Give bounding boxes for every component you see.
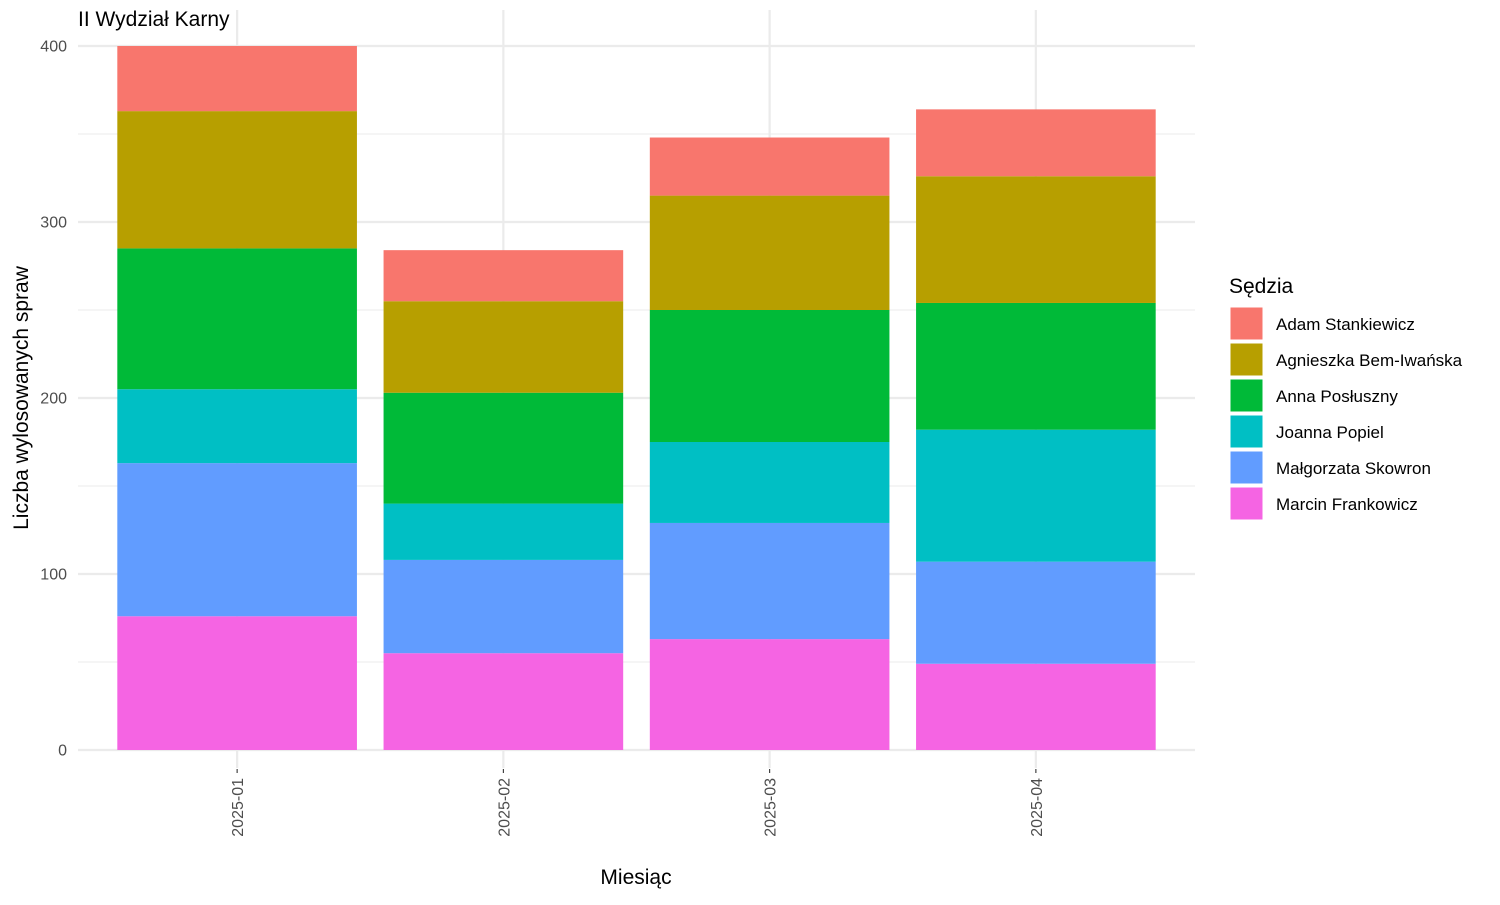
y-tick-label: 200 <box>40 391 67 408</box>
bar-segment <box>117 46 357 112</box>
legend-key <box>1229 414 1264 449</box>
legend-label: Joanna Popiel <box>1276 423 1384 442</box>
x-tick-label: 2025-03 <box>763 778 780 837</box>
y-tick-label: 100 <box>40 567 67 584</box>
bar-segment <box>649 310 890 442</box>
bars-layer <box>117 46 1156 750</box>
bar-segment <box>916 302 1156 430</box>
legend-key <box>1229 450 1264 485</box>
y-tick-label: 400 <box>40 39 67 56</box>
bar-segment <box>117 463 357 617</box>
legend-item: Joanna Popiel <box>1229 414 1384 449</box>
bar-segment <box>916 176 1156 303</box>
legend-item: Anna Posłuszny <box>1229 378 1398 413</box>
legend-item: Małgorzata Skowron <box>1229 450 1431 485</box>
y-axis-title: Liczba wylosowanych spraw <box>10 265 33 530</box>
bar-segment <box>649 195 890 310</box>
bar-segment <box>117 111 357 249</box>
bar-segment <box>916 663 1156 750</box>
x-tick-label: 2025-02 <box>496 778 513 837</box>
y-tick-label: 0 <box>58 743 67 760</box>
bar-segment <box>649 639 890 750</box>
y-tick-label: 300 <box>40 215 67 232</box>
legend-label: Anna Posłuszny <box>1276 387 1398 406</box>
bar-segment <box>117 389 357 464</box>
chart-title: II Wydział Karny <box>78 8 230 31</box>
bar-segment <box>383 559 624 654</box>
bar-segment <box>649 137 890 196</box>
legend-key <box>1229 486 1264 521</box>
legend: Sędzia Adam Stankiewicz Agnieszka Bem-Iwa… <box>1229 275 1463 521</box>
x-tick-label: 2025-01 <box>230 778 247 837</box>
legend-label: Małgorzata Skowron <box>1276 459 1431 478</box>
bar-segment <box>916 561 1156 664</box>
bar-segment <box>383 250 624 302</box>
legend-item: Marcin Frankowicz <box>1229 486 1418 521</box>
legend-item: Adam Stankiewicz <box>1229 306 1415 341</box>
legend-key <box>1229 306 1264 341</box>
bar-segment <box>383 653 624 750</box>
x-axis-title: Miesiąc <box>600 866 671 889</box>
x-tick-label: 2025-04 <box>1029 778 1046 837</box>
bar-segment <box>649 522 890 640</box>
legend-items: Adam Stankiewicz Agnieszka Bem-Iwańska Ann… <box>1229 306 1463 521</box>
bar-segment <box>383 301 624 393</box>
legend-item: Agnieszka Bem-Iwańska <box>1229 342 1463 377</box>
bar-segment <box>117 248 357 390</box>
bar-segment <box>383 392 624 504</box>
legend-label: Adam Stankiewicz <box>1276 315 1415 334</box>
bar-segment <box>916 429 1156 562</box>
legend-key <box>1229 342 1264 377</box>
bar-segment <box>383 503 624 560</box>
legend-key <box>1229 378 1264 413</box>
legend-title: Sędzia <box>1229 275 1294 298</box>
bar-segment <box>916 109 1156 177</box>
axes-layer: 0 100 200 300 400 2025-01 2025-02 2025-03 2025-0… <box>40 39 1046 837</box>
bar-segment <box>117 616 357 750</box>
legend-label: Marcin Frankowicz <box>1276 495 1418 514</box>
legend-label: Agnieszka Bem-Iwańska <box>1276 351 1463 370</box>
bar-segment <box>649 442 890 523</box>
